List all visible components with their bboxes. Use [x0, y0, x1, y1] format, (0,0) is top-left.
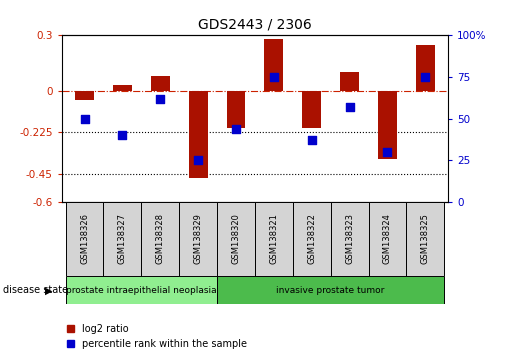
Bar [141, 202, 179, 276]
Point [118, 132, 127, 138]
Point [80, 116, 89, 121]
Text: GSM138324: GSM138324 [383, 213, 392, 264]
Bar [406, 202, 444, 276]
Bar [217, 276, 444, 304]
Point [346, 104, 354, 110]
Bar [104, 202, 141, 276]
Point [307, 137, 316, 143]
Bar [255, 202, 293, 276]
Text: GSM138326: GSM138326 [80, 213, 89, 264]
Bar [65, 276, 217, 304]
Bar [179, 202, 217, 276]
Point [232, 126, 240, 131]
Bar [331, 202, 369, 276]
Bar [227, 91, 246, 128]
Text: prostate intraepithelial neoplasia: prostate intraepithelial neoplasia [66, 286, 217, 295]
Bar [378, 91, 397, 159]
Point [270, 74, 278, 80]
Bar [416, 45, 435, 91]
Text: GSM138322: GSM138322 [307, 213, 316, 264]
Bar [151, 76, 170, 91]
Text: GSM138323: GSM138323 [345, 213, 354, 264]
Bar [113, 85, 132, 91]
Bar [369, 202, 406, 276]
Point [156, 96, 164, 102]
Bar [264, 39, 283, 91]
Text: GSM138328: GSM138328 [156, 213, 165, 264]
Text: GDS2443 / 2306: GDS2443 / 2306 [198, 18, 312, 32]
Text: GSM138320: GSM138320 [231, 213, 241, 264]
Bar [340, 72, 359, 91]
Text: ▶: ▶ [45, 285, 53, 295]
Bar [188, 91, 208, 178]
Point [421, 74, 430, 80]
Text: GSM138325: GSM138325 [421, 213, 430, 264]
Bar [75, 91, 94, 100]
Bar [293, 202, 331, 276]
Text: invasive prostate tumor: invasive prostate tumor [277, 286, 385, 295]
Bar [65, 202, 104, 276]
Text: GSM138327: GSM138327 [118, 213, 127, 264]
Text: GSM138321: GSM138321 [269, 213, 279, 264]
Bar [217, 202, 255, 276]
Bar [302, 91, 321, 128]
Legend: log2 ratio, percentile rank within the sample: log2 ratio, percentile rank within the s… [66, 324, 247, 349]
Point [194, 157, 202, 163]
Text: disease state: disease state [3, 285, 67, 295]
Point [383, 149, 391, 155]
Text: GSM138329: GSM138329 [194, 213, 202, 264]
